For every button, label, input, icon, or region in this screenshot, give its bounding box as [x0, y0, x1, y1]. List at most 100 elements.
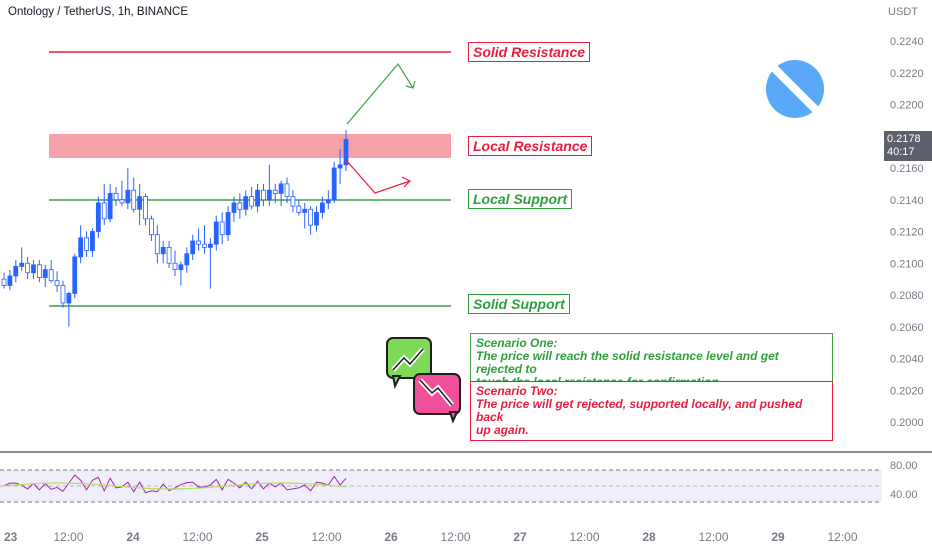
candle-body: [95, 202, 101, 232]
candle-body: [54, 280, 60, 286]
candle-countdown: 40:17: [887, 146, 915, 158]
y-tick-label: 0.2240: [890, 36, 924, 48]
x-tick-label: 26: [384, 530, 398, 544]
candle-body: [172, 262, 178, 270]
candle-body: [131, 189, 137, 210]
x-tick-label: 12:00: [569, 530, 599, 544]
candle-body: [290, 196, 296, 207]
candles-group: [1, 129, 349, 327]
scenario-two-line1: The price will get rejected, supported l…: [476, 397, 803, 424]
y-tick-label: 0.2040: [890, 354, 924, 366]
candle-body: [48, 269, 54, 282]
solid-resistance-label: Solid Resistance: [468, 42, 591, 62]
candle-body: [272, 189, 278, 194]
candle-body: [266, 189, 272, 201]
candle-body: [225, 212, 231, 236]
chart-title: Ontology / TetherUS, 1h, BINANCE: [8, 6, 189, 18]
candle-body: [213, 221, 219, 245]
y-tick-label: 0.2000: [890, 417, 924, 429]
rsi-pane: [0, 469, 882, 503]
y-axis-ticks: 0.22400.22200.22000.21800.21600.21400.21…: [890, 36, 924, 501]
local-support-label: Local Support: [468, 189, 573, 209]
x-tick-label: 28: [642, 530, 656, 544]
bearish-path-arrow: [345, 159, 411, 194]
scenario-one-title: Scenario One:: [476, 336, 558, 350]
rsi-ma-line: [3, 482, 347, 490]
candle-body: [119, 199, 125, 204]
current-price: 0.2178: [887, 133, 921, 145]
candle-body: [154, 234, 160, 255]
x-tick-label: 27: [513, 530, 527, 544]
y-tick-label: 0.2020: [890, 385, 924, 397]
candle-body: [337, 164, 343, 169]
candle-body: [325, 199, 331, 204]
x-tick-label: 25: [255, 530, 269, 544]
candle-body: [184, 253, 190, 266]
x-tick-label: 12:00: [182, 530, 212, 544]
bullish-arrowhead: [405, 80, 416, 89]
scenario-two-box: Scenario Two: The price will get rejecte…: [470, 381, 833, 441]
candle-body: [243, 196, 249, 210]
bullish-path-arrow: [346, 62, 414, 125]
y-tick-label: 0.2060: [890, 322, 924, 334]
candle-body: [31, 264, 36, 274]
candle-body: [13, 266, 19, 277]
y-tick-label: 0.2200: [890, 100, 924, 112]
rsi-line: [3, 474, 347, 494]
candle-body: [331, 167, 337, 201]
candle-body: [202, 243, 207, 248]
candle-body: [66, 293, 72, 304]
candle-body: [60, 285, 66, 304]
current-price-tag: 0.2178 40:17: [884, 131, 932, 161]
candle-body: [178, 264, 184, 270]
candle-body: [149, 218, 154, 236]
candle-body: [196, 240, 201, 245]
candle-body: [219, 221, 225, 236]
uptrend-chat-icon: [386, 337, 432, 390]
candle-body: [284, 183, 290, 197]
candle-body: [343, 139, 349, 166]
y-tick-label: 0.2120: [890, 227, 924, 239]
scenario-one-line1: The price will reach the solid resistanc…: [476, 349, 779, 376]
candle-body: [160, 246, 166, 255]
ontology-logo: [765, 59, 825, 119]
downtrend-chat-icon: [413, 373, 461, 424]
candle-body: [25, 262, 30, 274]
solid-support-label: Solid Support: [468, 294, 570, 314]
candle-body: [1, 278, 7, 286]
candle-body: [261, 189, 266, 201]
candle-body: [143, 196, 148, 220]
candle-body: [166, 246, 172, 264]
candle-body: [125, 189, 131, 204]
candle-body: [7, 275, 13, 286]
rsi-tick-label: 80.00: [890, 460, 918, 472]
x-tick-label: 29: [771, 530, 785, 544]
candle-body: [231, 202, 237, 213]
x-tick-label: 12:00: [827, 530, 857, 544]
x-tick-label: 24: [126, 530, 140, 544]
candle-body: [308, 208, 314, 226]
y-tick-label: 0.2220: [890, 68, 924, 80]
x-tick-label: 23: [4, 530, 18, 544]
y-tick-label: 0.2160: [890, 163, 924, 175]
candle-body: [314, 212, 319, 226]
local-resistance-zone: [49, 134, 451, 158]
y-tick-label: 0.2080: [890, 290, 924, 302]
candle-body: [190, 240, 196, 255]
candle-body: [302, 208, 308, 213]
x-tick-label: 12:00: [698, 530, 728, 544]
scenario-two-line2: up again.: [476, 423, 529, 437]
rsi-tick-label: 40.00: [890, 489, 918, 501]
x-tick-label: 12:00: [53, 530, 83, 544]
y-tick-label: 0.2140: [890, 195, 924, 207]
candle-body: [296, 205, 302, 213]
scenario-two-title: Scenario Two:: [476, 384, 558, 398]
candle-body: [78, 237, 84, 258]
x-tick-label: 12:00: [440, 530, 470, 544]
candle-body: [249, 196, 255, 207]
candle-body: [72, 256, 78, 294]
candle-body: [278, 183, 284, 194]
candle-body: [36, 264, 42, 278]
candle-body: [237, 202, 243, 210]
